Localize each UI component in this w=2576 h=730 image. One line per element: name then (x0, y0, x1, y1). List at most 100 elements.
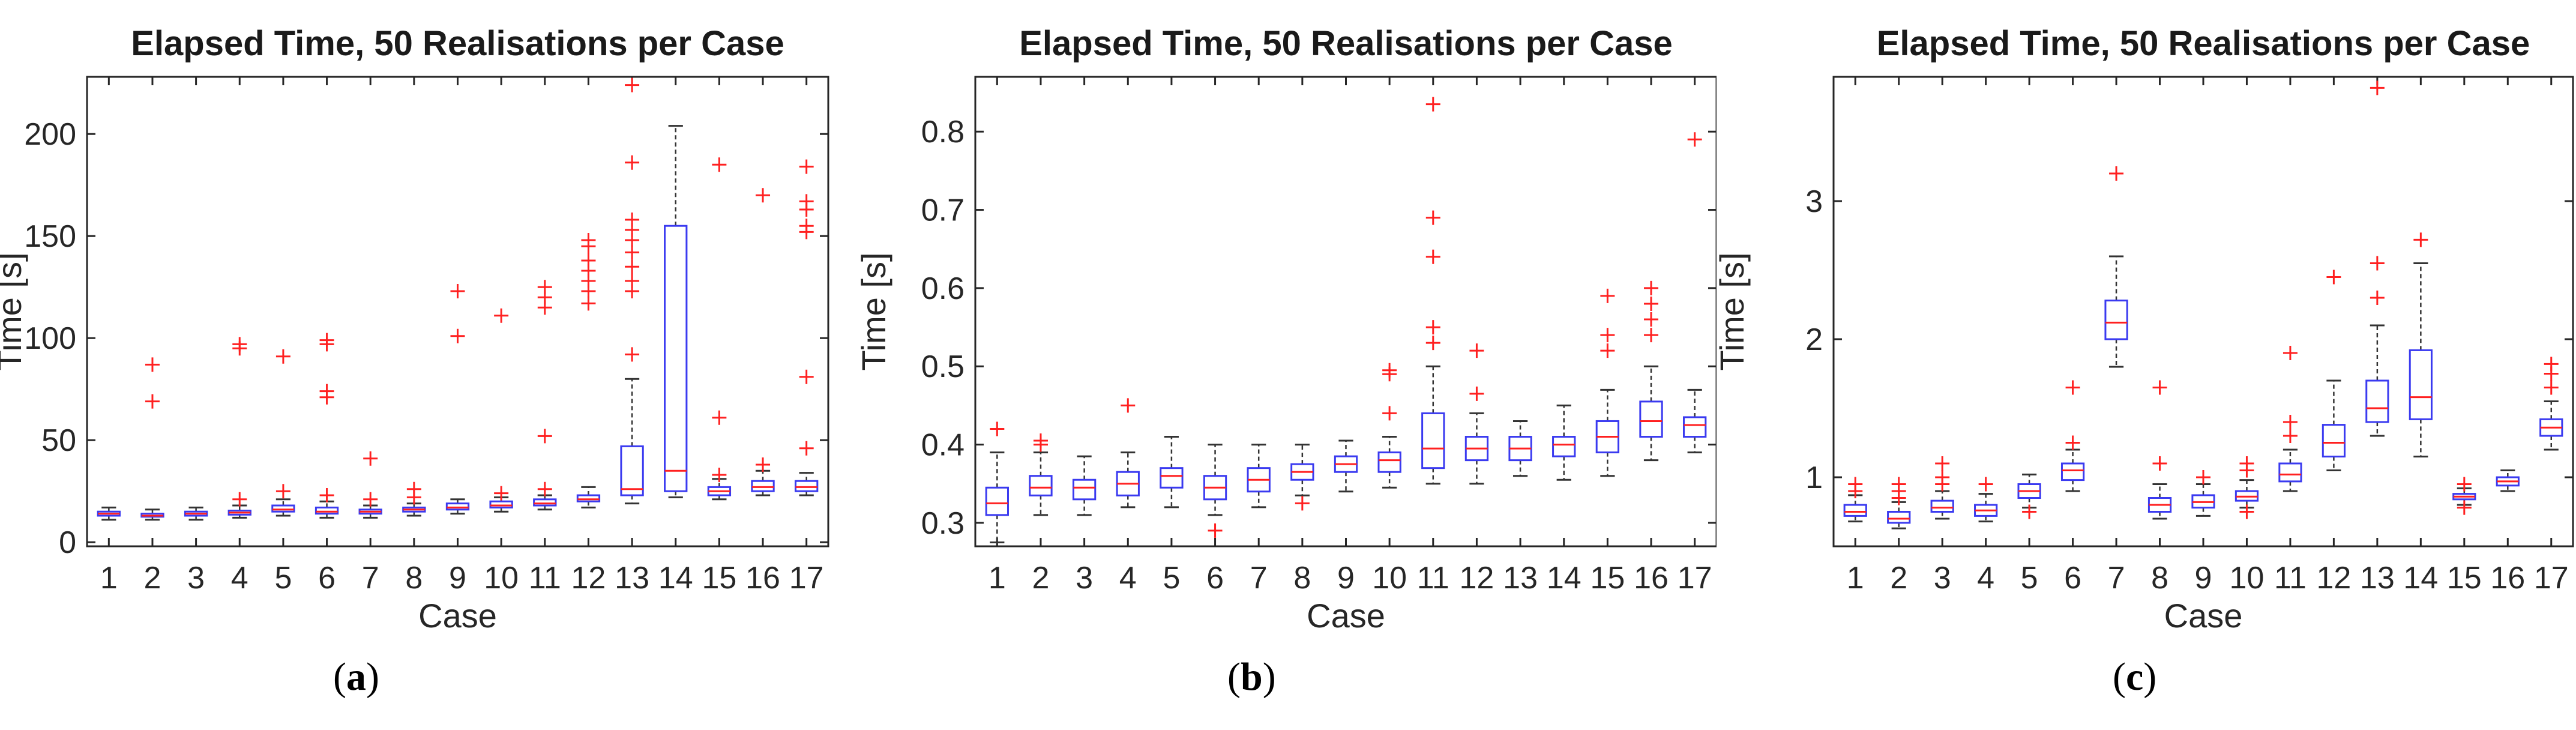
x-tick-label: 12 (1460, 561, 1494, 596)
outlier-marker (1469, 343, 1484, 358)
x-tick-label: 17 (1678, 561, 1712, 596)
outlier-marker (2370, 291, 2385, 305)
outlier-marker (1644, 280, 1659, 295)
x-tick-label: 4 (1977, 561, 1994, 596)
box-case-9 (1334, 439, 1358, 493)
outlier-marker (2326, 270, 2341, 285)
outlier-marker (2370, 80, 2385, 95)
box-iqr (751, 480, 775, 492)
box-case-16 (751, 188, 775, 496)
box-case-1 (985, 421, 1009, 543)
y-tick-label: 2 (1805, 322, 1823, 357)
y-tick-label: 50 (41, 423, 76, 458)
outlier-marker (799, 194, 814, 209)
box-iqr (576, 494, 601, 502)
y-tick-label: 150 (24, 219, 76, 254)
box-case-9 (2191, 470, 2215, 517)
box-case-12 (576, 233, 601, 508)
outlier-marker (494, 486, 509, 501)
x-tick-label: 14 (658, 561, 693, 596)
box-iqr (533, 498, 557, 507)
y-tick-label: 0.4 (921, 428, 964, 463)
box-iqr (1377, 451, 1401, 473)
x-tick-label: 1 (989, 561, 1006, 596)
box-case-8 (402, 481, 426, 517)
x-tick-label: 9 (1337, 561, 1355, 596)
outlier-marker (2239, 456, 2254, 471)
outlier-marker (319, 333, 334, 348)
box-iqr (795, 480, 819, 492)
outlier-marker (2370, 256, 2385, 271)
y-tick-label: 0.5 (921, 349, 964, 384)
y-tick-label: 100 (24, 321, 76, 356)
box-case-15 (1595, 288, 1620, 477)
box-case-11 (2278, 346, 2302, 492)
chart-title: Elapsed Time, 50 Realisations per Case (1877, 24, 2530, 63)
outlier-marker (1425, 249, 1440, 264)
x-tick-label: 1 (1847, 561, 1864, 596)
outlier-marker (756, 188, 771, 203)
outlier-marker (363, 492, 378, 507)
x-tick-label: 9 (449, 561, 466, 596)
x-tick-label: 12 (571, 561, 606, 596)
outlier-marker (1644, 296, 1659, 311)
outlier-marker (990, 421, 1005, 436)
box-iqr (1843, 504, 1867, 517)
box-case-13 (620, 77, 644, 505)
panel-a: Elapsed Time, 50 Realisations per Case 0 5… (0, 0, 858, 730)
y-axis-label: Time [s] (1717, 252, 1751, 370)
outlier-marker (145, 357, 160, 372)
outlier-marker (2152, 456, 2167, 471)
box-iqr (985, 486, 1009, 516)
box-case-5 (271, 349, 295, 517)
box-case-17 (1683, 132, 1707, 454)
box-case-6 (314, 333, 339, 519)
outlier-marker (1295, 496, 1310, 511)
y-axis-label: Time [s] (858, 252, 892, 370)
box-iqr (1683, 416, 1707, 438)
box-case-9 (445, 284, 470, 515)
x-tick-label: 10 (484, 561, 519, 596)
chart-title: Elapsed Time, 50 Realisations per Case (131, 24, 784, 63)
outlier-marker (1425, 97, 1440, 112)
box-iqr (2104, 300, 2128, 340)
outlier-marker (2022, 504, 2037, 519)
outlier-marker (712, 468, 727, 482)
box-iqr (1930, 499, 1954, 513)
y-tick-label: 0.3 (921, 506, 964, 541)
outlier-marker (1978, 477, 1993, 492)
x-tick-label: 17 (789, 561, 824, 596)
outlier-marker (1935, 456, 1950, 471)
x-tick-label: 8 (1293, 561, 1311, 596)
boxplot-chart-a: Elapsed Time, 50 Realisations per Case 0 5… (0, 24, 829, 635)
x-axis-label: Case (1307, 597, 1385, 635)
outlier-marker (1687, 132, 1702, 147)
outlier-marker (450, 284, 465, 298)
box-iqr (2060, 462, 2085, 481)
outlier-marker (2065, 380, 2080, 395)
outlier-marker (232, 337, 247, 352)
y-tick-label: 0.8 (921, 115, 964, 149)
box-case-4 (227, 337, 251, 519)
box-iqr (2322, 424, 2346, 457)
x-tick-label: 11 (2274, 561, 2307, 596)
outlier-marker (2196, 470, 2210, 484)
y-tick-label: 1 (1805, 460, 1823, 495)
box-iqr (1116, 471, 1140, 496)
x-tick-label: 6 (1206, 561, 1224, 596)
outlier-marker (1033, 433, 1048, 448)
box-iqr (489, 500, 513, 508)
box-iqr (1464, 436, 1489, 462)
box-iqr (1160, 467, 1184, 489)
box-iqr (445, 502, 470, 511)
outlier-marker (537, 481, 552, 496)
x-tick-label: 15 (702, 561, 736, 596)
y-tick-label: 0.7 (921, 193, 964, 228)
outlier-marker (581, 253, 596, 268)
box-case-4 (1974, 477, 1998, 523)
box-iqr (1887, 511, 1911, 524)
outlier-marker (1382, 363, 1397, 378)
outlier-marker (2239, 504, 2254, 519)
box-case-12 (2322, 270, 2346, 471)
outlier-marker (145, 394, 160, 409)
